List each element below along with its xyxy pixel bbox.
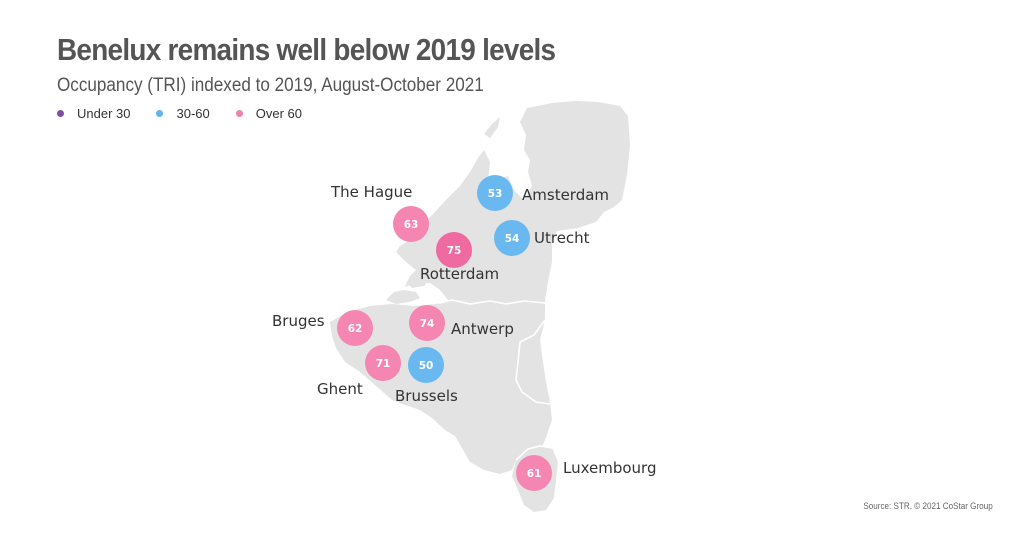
- city-marker-the-hague: 63 The Hague: [330, 183, 429, 242]
- label-utrecht: Utrecht: [534, 229, 590, 247]
- label-ghent: Ghent: [317, 380, 363, 398]
- city-marker-amsterdam: 53 Amsterdam: [477, 175, 609, 211]
- belgium-shape: [330, 300, 552, 474]
- bubble-rotterdam: [436, 232, 472, 268]
- legend-dot-30-60: [156, 110, 164, 117]
- source-note: Source: STR. © 2021 CoStar Group: [863, 501, 993, 511]
- city-marker-luxembourg: 61 Luxembourg: [516, 455, 657, 491]
- bubble-bruges: [337, 310, 373, 346]
- label-the-hague: The Hague: [330, 183, 412, 201]
- city-marker-rotterdam: 75 Rotterdam: [420, 232, 499, 283]
- zeeland-north-shape: [406, 276, 430, 288]
- legend-dot-over-60: [235, 110, 243, 117]
- be-lux-border: [515, 445, 553, 461]
- legend-item-under-30: Under 30: [57, 106, 130, 121]
- value-amsterdam: 53: [488, 188, 503, 200]
- legend-label-over-60: Over 60: [255, 106, 302, 121]
- bubble-utrecht: [494, 220, 530, 256]
- label-antwerp: Antwerp: [451, 320, 514, 338]
- label-rotterdam: Rotterdam: [420, 265, 499, 283]
- legend-dot-under-30: [57, 110, 64, 117]
- label-bruges: Bruges: [272, 312, 325, 330]
- bubble-the-hague: [393, 206, 429, 242]
- city-markers: 53 Amsterdam 63 The Hague 75 Rotterdam 5…: [272, 175, 657, 491]
- bubble-amsterdam: [477, 175, 513, 211]
- legend-item-over-60: Over 60: [235, 106, 302, 121]
- legend-item-30-60: 30-60: [156, 106, 210, 121]
- value-antwerp: 74: [420, 318, 435, 330]
- bubble-brussels: [408, 347, 444, 383]
- label-brussels: Brussels: [395, 387, 458, 405]
- value-rotterdam: 75: [447, 245, 462, 257]
- nl-be-border: [403, 299, 546, 305]
- legend-label-30-60: 30-60: [176, 106, 210, 121]
- city-marker-bruges: 62 Bruges: [272, 310, 373, 346]
- be-inner-border: [515, 319, 551, 405]
- legend-label-under-30: Under 30: [77, 106, 131, 121]
- chart-subtitle: Occupancy (TRI) indexed to 2019, August-…: [57, 75, 484, 96]
- label-amsterdam: Amsterdam: [522, 186, 609, 204]
- city-marker-brussels: 50 Brussels: [395, 347, 458, 405]
- chart-title: Benelux remains well below 2019 levels: [57, 32, 556, 67]
- value-the-hague: 63: [404, 219, 419, 231]
- value-ghent: 71: [376, 358, 391, 370]
- value-luxembourg: 61: [527, 468, 542, 480]
- bubble-luxembourg: [516, 455, 552, 491]
- label-luxembourg: Luxembourg: [563, 459, 657, 477]
- city-marker-utrecht: 54 Utrecht: [494, 220, 590, 256]
- zeeland-islands-shape: [386, 290, 420, 304]
- bubble-antwerp: [409, 305, 445, 341]
- land-shapes: [330, 101, 630, 512]
- bubble-ghent: [365, 345, 401, 381]
- value-brussels: 50: [419, 360, 434, 372]
- city-marker-ghent: 71 Ghent: [317, 345, 401, 398]
- value-bruges: 62: [348, 323, 363, 335]
- wadden-island-shape: [484, 117, 500, 138]
- value-utrecht: 54: [505, 233, 520, 245]
- city-marker-antwerp: 74 Antwerp: [409, 305, 514, 341]
- legend: Under 30 30-60 Over 60: [57, 106, 328, 121]
- country-borders: [403, 299, 553, 461]
